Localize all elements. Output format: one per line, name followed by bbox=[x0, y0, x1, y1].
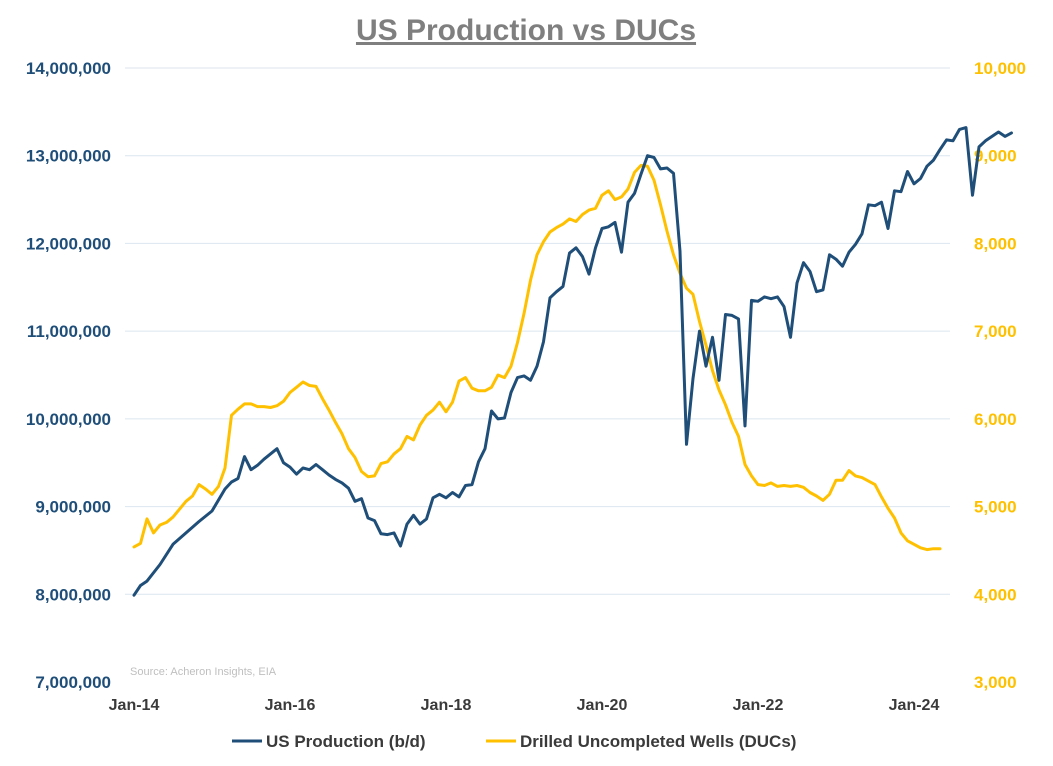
gridlines bbox=[125, 67, 950, 595]
right-tick-label: 5,000 bbox=[974, 498, 1017, 517]
right-tick-label: 3,000 bbox=[974, 673, 1017, 692]
x-tick-label: Jan-22 bbox=[733, 697, 784, 714]
x-tick-label: Jan-14 bbox=[109, 697, 160, 714]
series-group bbox=[132, 126, 1013, 597]
left-axis: 7,000,000 8,000,000 9,000,000 10,000,000 11,… bbox=[26, 59, 111, 692]
right-tick-label: 7,000 bbox=[974, 322, 1017, 341]
right-tick-label: 8,000 bbox=[974, 234, 1017, 253]
chart-title: US Production vs DUCs bbox=[356, 14, 696, 47]
right-tick-label: 10,000 bbox=[974, 59, 1026, 78]
left-tick-label: 13,000,000 bbox=[26, 147, 111, 166]
legend-label-ducs: Drilled Uncompleted Wells (DUCs) bbox=[520, 732, 796, 751]
right-tick-label: 9,000 bbox=[974, 147, 1017, 166]
x-tick-label: Jan-24 bbox=[889, 697, 940, 714]
left-tick-label: 9,000,000 bbox=[35, 498, 111, 517]
left-tick-label: 14,000,000 bbox=[26, 59, 111, 78]
right-tick-label: 6,000 bbox=[974, 410, 1017, 429]
x-axis: Jan-14 Jan-16 Jan-18 Jan-20 Jan-22 Jan-24 bbox=[109, 697, 940, 714]
legend: US Production (b/d) Drilled Uncompleted … bbox=[232, 732, 796, 751]
right-axis: 3,000 4,000 5,000 6,000 7,000 8,000 9,000 10,00… bbox=[974, 59, 1026, 692]
left-tick-label: 8,000,000 bbox=[35, 585, 111, 604]
left-tick-label: 7,000,000 bbox=[35, 673, 111, 692]
left-tick-label: 11,000,000 bbox=[27, 322, 111, 341]
left-tick-label: 12,000,000 bbox=[26, 234, 111, 253]
series-line-production bbox=[132, 126, 1013, 597]
legend-label-production: US Production (b/d) bbox=[266, 732, 426, 751]
source-note: Source: Acheron Insights, EIA bbox=[130, 666, 277, 678]
x-tick-label: Jan-18 bbox=[421, 697, 472, 714]
left-tick-label: 10,000,000 bbox=[26, 410, 111, 429]
x-tick-label: Jan-16 bbox=[265, 697, 316, 714]
x-tick-label: Jan-20 bbox=[577, 697, 628, 714]
series-line-ducs bbox=[132, 163, 942, 552]
right-tick-label: 4,000 bbox=[974, 585, 1017, 604]
